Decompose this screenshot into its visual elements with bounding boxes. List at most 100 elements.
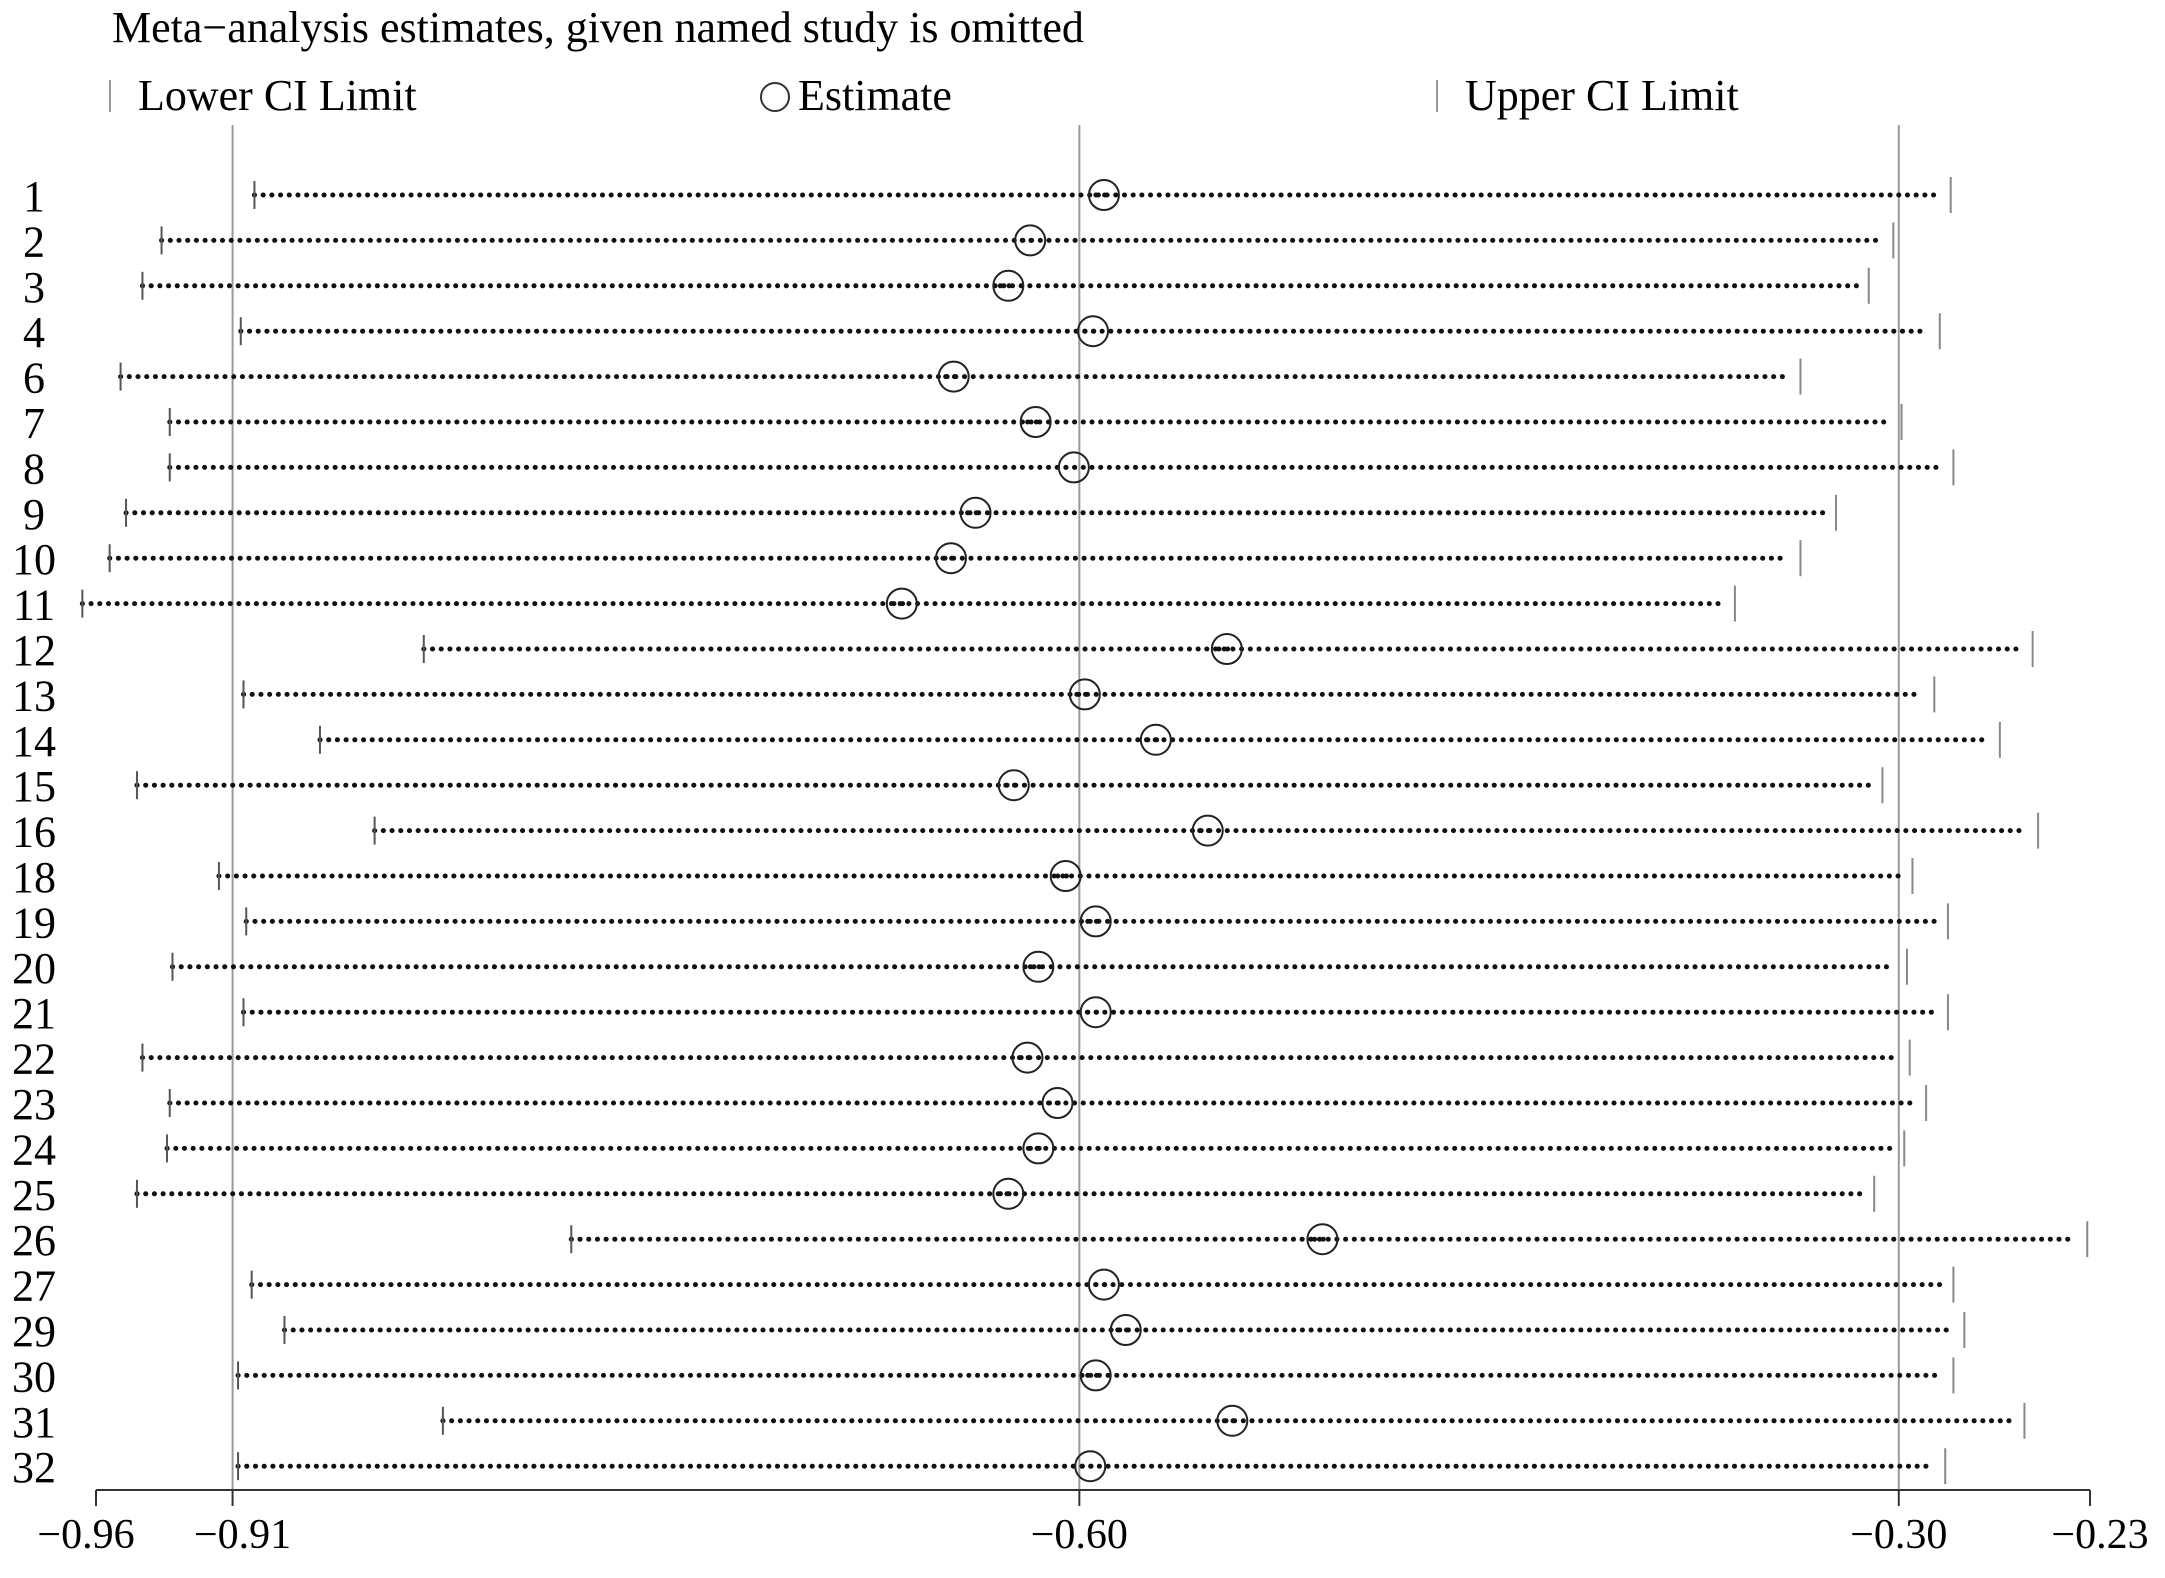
study-label: 7	[23, 399, 45, 448]
study-row: 21	[12, 989, 1949, 1038]
estimate-marker	[1191, 814, 1224, 847]
x-tick-label: −0.96	[37, 1512, 134, 1558]
study-label: 2	[23, 217, 45, 266]
study-label: 19	[12, 898, 56, 947]
estimate-marker	[1210, 633, 1243, 665]
estimate-marker	[1022, 950, 1055, 983]
study-row: 29	[12, 1307, 1966, 1356]
study-label: 25	[12, 1171, 56, 1220]
estimate-marker	[992, 269, 1025, 302]
estimate-marker	[1068, 678, 1101, 711]
study-label: 31	[12, 1398, 56, 1447]
study-row: 6	[23, 354, 1802, 403]
study-label: 8	[23, 444, 45, 493]
reference-lines	[231, 125, 1900, 1490]
study-label: 6	[23, 354, 45, 403]
study-row: 1	[23, 172, 1952, 221]
estimate-marker	[1019, 406, 1052, 438]
study-label: 24	[12, 1125, 56, 1174]
study-label: 18	[12, 853, 56, 902]
study-row: 14	[12, 717, 2001, 766]
study-label: 32	[12, 1443, 56, 1492]
estimate-marker	[959, 496, 992, 529]
study-label: 3	[23, 263, 45, 312]
study-row: 12	[12, 626, 2034, 675]
study-row: 15	[12, 762, 1884, 811]
x-tick-label: −0.91	[194, 1512, 291, 1558]
study-label: 12	[12, 626, 56, 675]
study-label: 22	[12, 1035, 56, 1084]
study-label: 10	[12, 535, 56, 584]
study-rows: 1234678910111213141516181920212223242526…	[12, 172, 2089, 1492]
estimate-marker	[1079, 905, 1112, 938]
estimate-marker	[1079, 1359, 1112, 1392]
x-tick-label: −0.30	[1850, 1512, 1947, 1558]
chart-title: Meta−analysis estimates, given named stu…	[112, 3, 1084, 52]
estimate-marker	[1077, 315, 1109, 348]
study-label: 13	[12, 671, 56, 720]
study-row: 19	[12, 898, 1949, 947]
x-axis: −0.96 −0.91 −0.60 −0.30 −0.23	[37, 1489, 2149, 1558]
study-label: 11	[13, 581, 55, 630]
study-label: 29	[12, 1307, 56, 1356]
study-label: 14	[12, 717, 56, 766]
study-row: 16	[12, 808, 2040, 857]
study-label: 20	[12, 944, 56, 993]
x-tick-label: −0.60	[1031, 1512, 1128, 1558]
study-label: 16	[12, 808, 56, 857]
study-label: 1	[23, 172, 45, 221]
study-row: 4	[23, 308, 1941, 357]
legend-estimate-label: Estimate	[798, 71, 952, 120]
estimate-marker	[1011, 1041, 1044, 1074]
study-row: 25	[12, 1171, 1876, 1220]
legend-upper-label: Upper CI Limit	[1465, 71, 1739, 120]
study-row: 24	[12, 1125, 1906, 1174]
estimate-marker	[1109, 1314, 1142, 1346]
estimate-marker	[937, 360, 970, 393]
estimate-marker	[992, 1177, 1025, 1210]
estimate-marker	[1306, 1223, 1339, 1256]
study-label: 23	[12, 1080, 56, 1129]
study-label: 30	[12, 1352, 56, 1401]
estimate-marker	[1139, 723, 1172, 756]
study-row: 2	[23, 217, 1895, 266]
x-tick-label: −0.23	[2051, 1512, 2148, 1558]
estimate-marker	[1049, 860, 1082, 892]
legend-lower-label: Lower CI Limit	[138, 71, 417, 120]
study-row: 27	[12, 1262, 1955, 1311]
study-label: 27	[12, 1262, 56, 1311]
study-row: 18	[12, 853, 1914, 902]
study-label: 9	[23, 490, 45, 539]
estimate-marker	[1087, 179, 1120, 211]
estimate-marker	[1216, 1404, 1249, 1437]
study-label: 15	[12, 762, 56, 811]
study-row: 20	[12, 944, 1908, 993]
estimate-marker	[997, 769, 1030, 802]
estimate-marker	[1041, 1087, 1074, 1119]
estimate-marker	[934, 542, 967, 575]
study-label: 26	[12, 1216, 56, 1265]
estimate-marker	[1087, 1268, 1120, 1301]
estimate-marker	[885, 587, 918, 620]
study-row: 23	[12, 1080, 1928, 1129]
estimate-marker	[1057, 451, 1090, 484]
study-row: 10	[12, 535, 1802, 584]
study-row: 30	[12, 1352, 1955, 1401]
study-label: 4	[23, 308, 45, 357]
estimate-marker	[1014, 224, 1047, 257]
estimate-marker	[1074, 1450, 1107, 1483]
estimate-marker	[1079, 996, 1112, 1029]
estimate-marker	[1022, 1132, 1055, 1165]
study-row: 3	[23, 263, 1870, 312]
study-row: 7	[23, 399, 1903, 448]
study-row: 11	[13, 581, 1736, 630]
study-row: 26	[12, 1216, 2089, 1265]
study-row: 8	[23, 444, 1955, 493]
study-row: 32	[12, 1443, 1947, 1492]
study-row: 22	[12, 1035, 1911, 1084]
study-row: 13	[12, 671, 1936, 720]
study-row: 31	[12, 1398, 2026, 1447]
study-label: 21	[12, 989, 56, 1038]
legend-estimate-marker	[760, 82, 790, 112]
